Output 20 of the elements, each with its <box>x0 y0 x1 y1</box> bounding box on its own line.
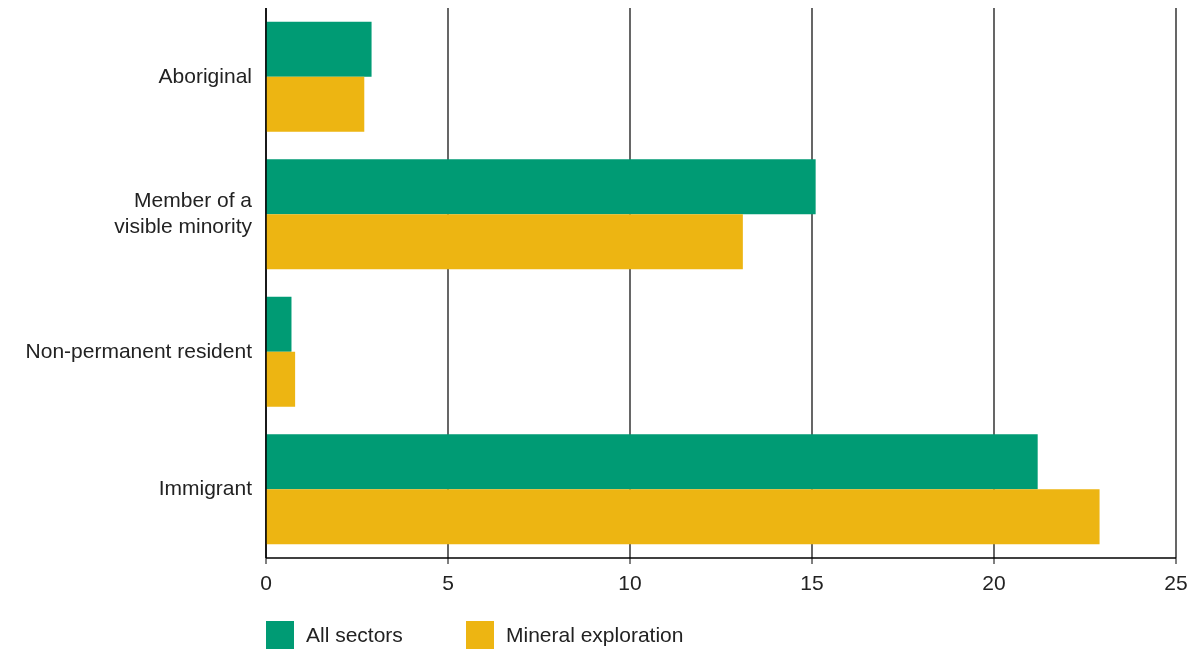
legend-label: Mineral exploration <box>506 622 684 646</box>
bar <box>266 76 365 132</box>
bar <box>266 489 1100 545</box>
y-tick-label: Immigrant <box>158 475 253 499</box>
x-tick-label: 10 <box>618 571 642 594</box>
x-tick-label: 25 <box>1164 571 1188 594</box>
x-tick-label: 0 <box>260 571 272 594</box>
bar <box>266 351 296 407</box>
x-tick-label: 15 <box>800 571 824 594</box>
y-tick-label: Aboriginal <box>158 63 252 87</box>
y-tick-label: Non-permanent resident <box>25 338 253 362</box>
bar <box>266 296 292 352</box>
bar <box>266 159 816 215</box>
bar <box>266 434 1038 490</box>
bar <box>266 214 743 270</box>
x-tick-label: 5 <box>442 571 454 594</box>
legend-label: All sectors <box>306 622 403 646</box>
y-tick-label: Member of a visible minority <box>114 187 253 237</box>
bar <box>266 21 372 77</box>
x-tick-label: 20 <box>982 571 1006 594</box>
